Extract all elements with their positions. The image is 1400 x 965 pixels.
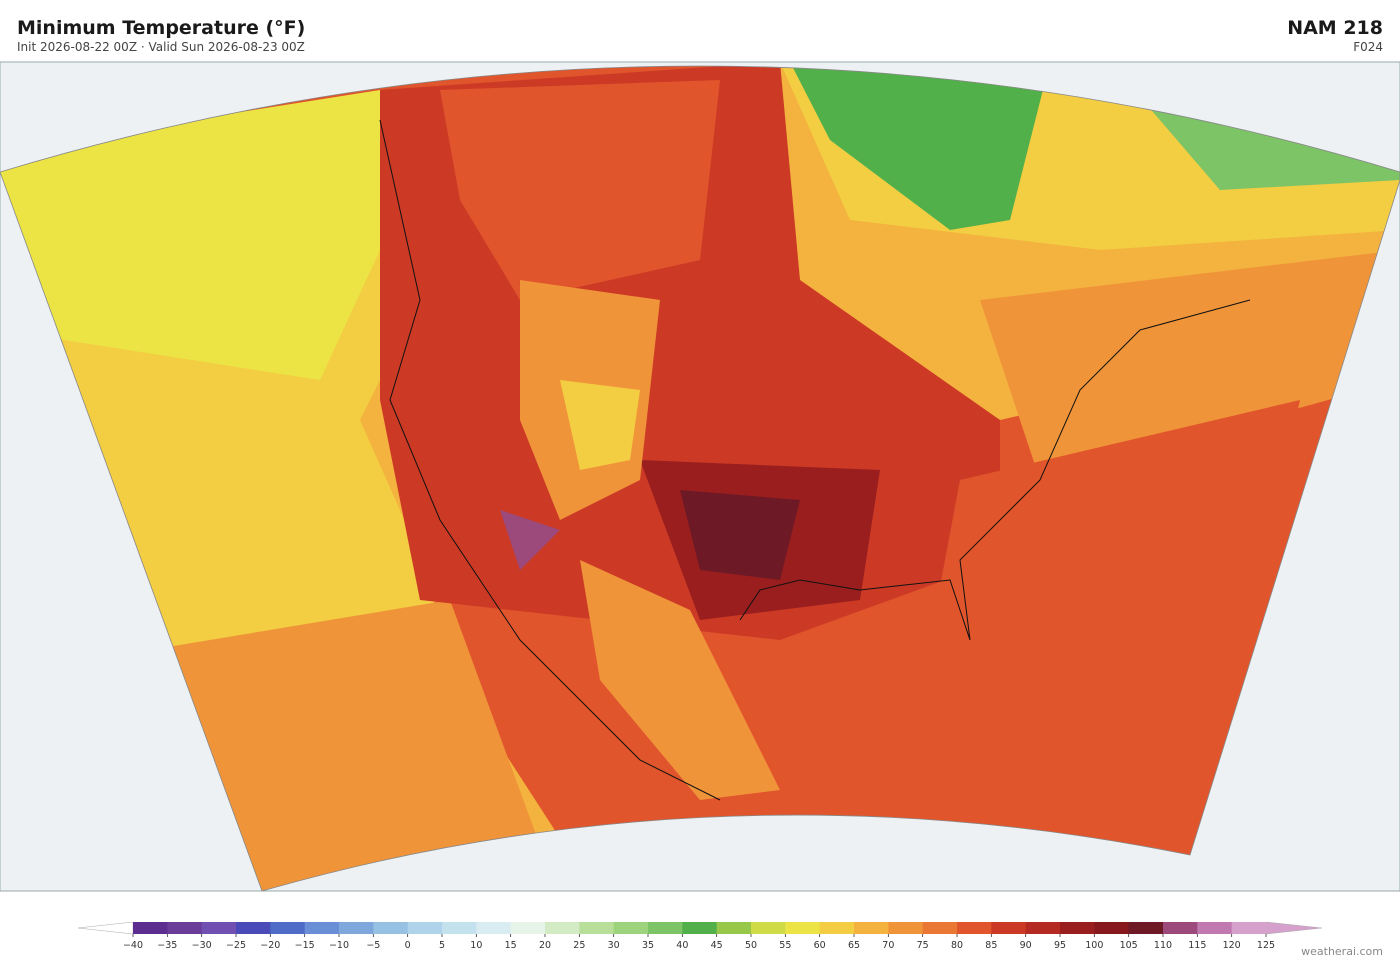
colorbar-label: 25 <box>573 940 585 951</box>
colorbar-bin <box>270 922 306 934</box>
colorbar-label: 75 <box>917 940 929 951</box>
colorbar-bin <box>133 922 168 934</box>
colorbar-bin <box>716 922 752 934</box>
map <box>0 61 1400 892</box>
colorbar-bin <box>407 922 443 934</box>
colorbar-label: −30 <box>192 940 212 951</box>
colorbar-label: 110 <box>1154 940 1172 951</box>
colorbar-label: 95 <box>1054 940 1066 951</box>
colorbar-bin <box>304 922 340 934</box>
colorbar-label: 20 <box>539 940 551 951</box>
colorbar-label: 60 <box>814 940 826 951</box>
colorbar-bin <box>613 922 649 934</box>
colorbar-bin <box>476 922 512 934</box>
colorbar-label: −35 <box>157 940 177 951</box>
colorbar-bin <box>819 922 855 934</box>
colorbar-label: −40 <box>123 940 143 951</box>
colorbar-label: 80 <box>951 940 963 951</box>
colorbar-bin <box>957 922 992 934</box>
colorbar-label: 55 <box>779 940 791 951</box>
colorbar-label: 90 <box>1020 940 1032 951</box>
subtitle: Init 2026-08-22 00Z · Valid Sun 2026-08-… <box>17 40 305 54</box>
model: NAM 218 <box>1287 17 1383 39</box>
colorbar-bin <box>1060 922 1095 934</box>
colorbar-label: 120 <box>1223 940 1241 951</box>
colorbar-bin <box>1128 922 1164 934</box>
colorbar-bin <box>1231 922 1267 934</box>
colorbar-label: −10 <box>329 940 349 951</box>
title: Minimum Temperature (°F) <box>17 17 305 39</box>
colorbar-bin <box>236 922 271 934</box>
colorbar-bin <box>510 922 546 934</box>
colorbar-label: 65 <box>848 940 860 951</box>
colorbar-label: −15 <box>295 940 315 951</box>
colorbar-label: 115 <box>1188 940 1206 951</box>
colorbar-bin <box>442 922 477 934</box>
colorbar-label: 35 <box>642 940 654 951</box>
colorbar-label: 70 <box>882 940 894 951</box>
colorbar-label: 125 <box>1257 940 1275 951</box>
colorbar-label: 10 <box>470 940 482 951</box>
colorbar-bin <box>339 922 374 934</box>
colorbar-bin <box>1163 922 1198 934</box>
colorbar-label: −5 <box>366 940 380 951</box>
colorbar-bin <box>1094 922 1130 934</box>
colorbar-label: 15 <box>505 940 517 951</box>
colorbar-bin <box>682 922 718 934</box>
colorbar-bin <box>991 922 1027 934</box>
colorbar-bin <box>201 922 237 934</box>
colorbar-over <box>1265 921 1323 935</box>
colorbar-bin <box>545 922 580 934</box>
colorbar-label: 100 <box>1085 940 1103 951</box>
colorbar-bin <box>785 922 821 934</box>
colorbar-label: 40 <box>676 940 688 951</box>
colorbar-label: 85 <box>985 940 997 951</box>
colorbar-label: 5 <box>439 940 445 951</box>
colorbar-bin <box>1197 922 1233 934</box>
colorbar-bin <box>1025 922 1061 934</box>
watermark: weatherai.com <box>1301 945 1383 958</box>
colorbar-bin <box>751 922 786 934</box>
colorbar-label: −25 <box>226 940 246 951</box>
colorbar-bin <box>648 922 683 934</box>
colorbar-bin <box>373 922 409 934</box>
colorbar-bin <box>579 922 615 934</box>
colorbar-label: 45 <box>711 940 723 951</box>
colorbar-bin <box>888 922 924 934</box>
colorbar-bin <box>854 922 889 934</box>
colorbar-label: 0 <box>405 940 411 951</box>
colorbar-label: 30 <box>608 940 620 951</box>
colorbar-label: −20 <box>260 940 280 951</box>
colorbar-label: 105 <box>1120 940 1138 951</box>
colorbar-under <box>77 921 134 935</box>
colorbar-label: 50 <box>745 940 757 951</box>
colorbar-bin <box>922 922 958 934</box>
colorbar-bin <box>167 922 203 934</box>
colorbar: −40 −35 −30 −25 −20 −15 −10 −5 0 5 10 15 20 25 30 35 40 4… <box>77 921 1323 951</box>
forecast-hour: F024 <box>1353 40 1383 54</box>
